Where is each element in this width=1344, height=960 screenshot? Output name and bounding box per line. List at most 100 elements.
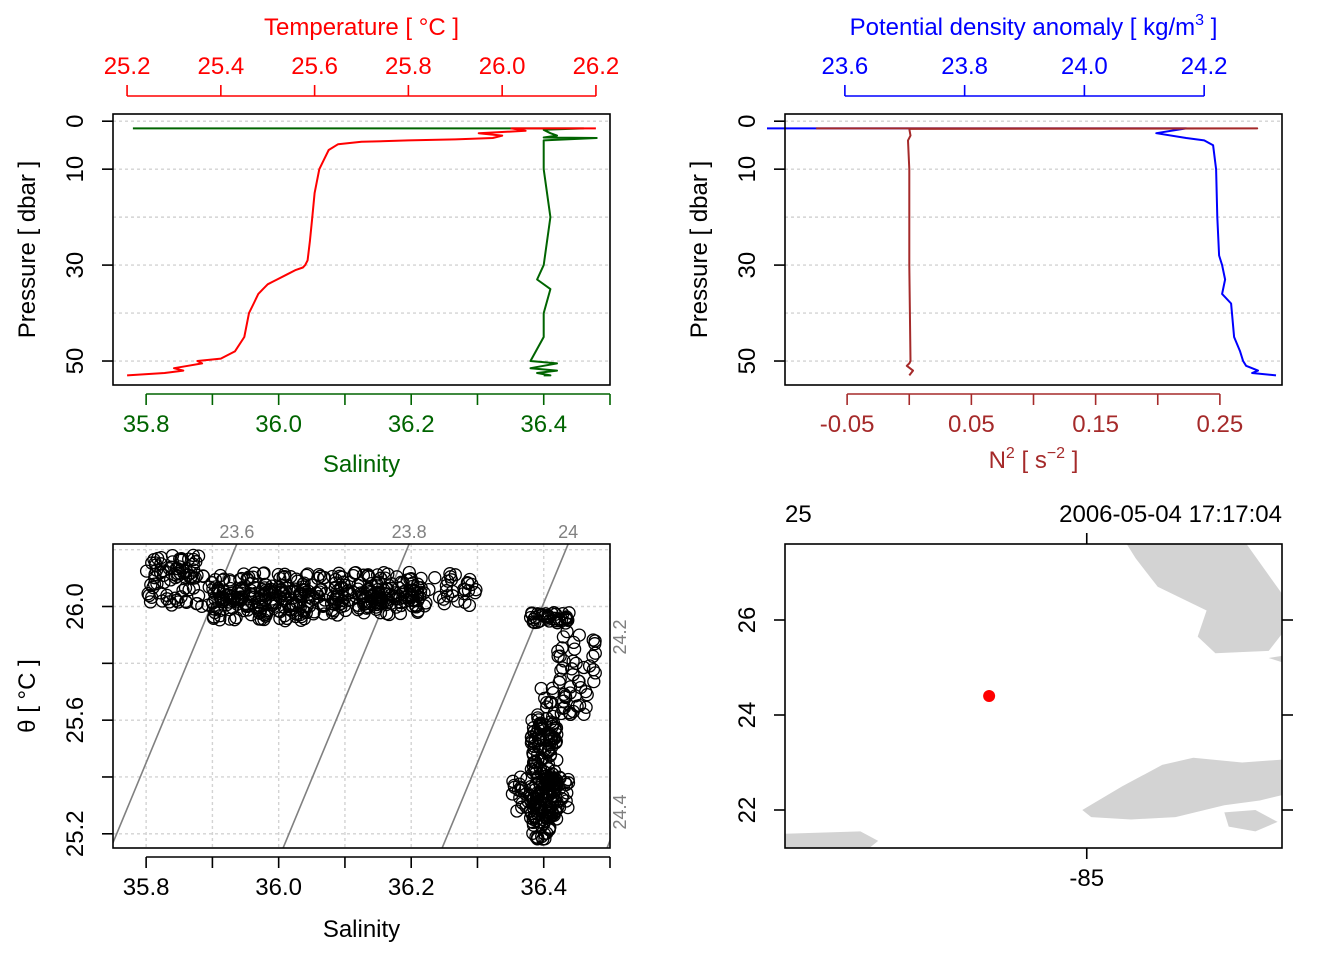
p3-ts-point: [566, 654, 580, 668]
station-marker: [983, 690, 996, 702]
p3-ts-point: [444, 573, 459, 587]
p3-ts-point: [141, 587, 155, 601]
p3-ts-point: [510, 804, 524, 818]
p1-temperature-tick-label: 25.2: [104, 53, 151, 80]
p3-ts-point: [398, 590, 412, 605]
p3-salinity-tick-label: 36.0: [255, 874, 302, 901]
p4-land-isle-of-youth: [1224, 810, 1278, 832]
p3-ts-point: [457, 582, 471, 596]
p3-ts-point: [164, 560, 178, 574]
p4-station-number-label: 25: [785, 501, 812, 528]
p3-ts-point: [252, 612, 266, 626]
p3-ts-point: [290, 606, 305, 620]
p3-ts-point: [385, 581, 399, 596]
p3-ts-point: [174, 553, 188, 567]
p3-ts-point: [436, 592, 451, 606]
p2-n2-label-main: N: [989, 447, 1006, 474]
p3-axis-ticks: 35.8 36.0 36.2 36.4 25.2 25.6 26.0: [62, 583, 611, 901]
p3-ts-point: [404, 571, 418, 586]
p2-pressure-tick-label: 30: [734, 252, 761, 279]
p3-theta-tick-label: 25.6: [62, 697, 89, 744]
p4-land-yucatan: [785, 831, 879, 848]
p3-ts-point: [174, 590, 188, 604]
p3-ts-point: [551, 644, 565, 658]
p1-temperature-line: [127, 127, 596, 377]
p3-ts-point: [341, 584, 355, 598]
p3-ts-point: [530, 615, 545, 629]
p3-ts-point: [559, 794, 573, 808]
p3-isopycnals: [113, 544, 610, 848]
p3-ts-point: [451, 594, 465, 608]
p1-salinity-tick-label: 35.8: [123, 411, 170, 438]
p3-ts-point: [406, 593, 421, 608]
p1-pressure-tick-label: 0: [62, 115, 89, 128]
p3-ts-point: [542, 772, 556, 786]
p3-ts-point: [462, 598, 477, 613]
p3-ts-point: [413, 585, 428, 599]
p4-longitude-tick-label: -85: [1069, 865, 1104, 892]
p3-ts-point: [553, 672, 567, 686]
p2-pressure-tick-label: 50: [734, 348, 761, 375]
p1-axis-ticks: 25.2 25.4 25.6 25.8 26.0 26.2 35.8 36.0 36.2 36.4…: [62, 53, 619, 438]
p3-salinity-tick-label: 36.4: [520, 874, 567, 901]
p3-ts-point: [555, 641, 569, 655]
p3-ts-point: [190, 568, 204, 582]
p2-n2-line: [816, 127, 1259, 377]
p3-ts-point: [560, 624, 574, 639]
p3-theta-axis-label: θ [ °C ]: [14, 659, 41, 733]
p3-ts-point: [549, 721, 564, 735]
p2-n2-tick-label: 0.05: [948, 411, 995, 438]
p1-temperature-tick-label: 26.0: [479, 53, 526, 80]
p3-ts-point: [306, 607, 321, 621]
p3-ts-point: [437, 597, 451, 611]
p3-ts-point: [328, 581, 343, 595]
p2-axis-ticks: 23.6 23.8 24.0 24.2 -0.05 0.05 0.15 0.25 0 10 30 50: [734, 53, 1243, 438]
p1-pressure-tick-label: 30: [62, 252, 89, 279]
p3-ts-point: [527, 742, 541, 756]
p3-ts-point: [414, 581, 428, 595]
p3-isopycnal-labels: 23.6 23.8 24 24.2 24.4: [219, 522, 630, 830]
p2-gridlines: [785, 120, 1282, 362]
p3-ts-point: [530, 830, 545, 844]
p2-frame: [784, 113, 1283, 386]
p3-salinity-axis-label: Salinity: [323, 916, 400, 943]
p3-ts-point: [393, 606, 408, 621]
p3-ts-point: [546, 685, 561, 700]
p3-ts-point: [551, 649, 565, 663]
p3-ts-point: [308, 591, 322, 605]
p4-land-keys: [1268, 655, 1282, 663]
p3-ts-point: [258, 609, 273, 623]
p3-ts-point: [588, 637, 602, 651]
p3-ts-point: [328, 597, 342, 612]
p1-temperature-tick-label: 25.4: [197, 53, 244, 80]
p3-ts-point: [371, 586, 385, 600]
p3-ts-point: [558, 616, 573, 630]
p3-ts-point: [531, 711, 545, 725]
p4-latitude-tick-label: 24: [734, 702, 761, 729]
p3-ts-point: [505, 787, 520, 801]
p1-frame: [112, 113, 611, 386]
p2-n2-label-end: ]: [1065, 447, 1078, 474]
p3-ts-point: [393, 595, 408, 610]
p3-isopycnal-label: 24.2: [610, 619, 630, 654]
p3-ts-point: [223, 573, 237, 587]
p3-ts-point: [348, 566, 362, 580]
p4-latitude-tick-label: 26: [734, 607, 761, 634]
p2-n2-axis-label: N2 [ s−2 ]: [989, 445, 1079, 474]
p3-ts-point: [544, 695, 558, 709]
p3-ts-point: [519, 787, 533, 801]
p3-scatter-points: [139, 548, 602, 846]
p3-ts-point: [262, 587, 276, 601]
p3-ts-point: [546, 709, 560, 724]
p4-timestamp-label: 2006-05-04 17:17:04: [1059, 501, 1282, 528]
p3-ts-point: [272, 580, 286, 595]
p4-axis-ticks: -85-80222426: [734, 533, 1293, 892]
p1-series: [127, 127, 598, 377]
p1-salinity-line: [132, 127, 598, 377]
p3-ts-point: [560, 786, 574, 800]
p3-ts-point: [410, 605, 425, 619]
p2-density-tick-label: 23.6: [822, 53, 869, 80]
p3-ts-point: [370, 568, 385, 582]
p2-n2-label-mid: [ s: [1015, 447, 1047, 474]
p3-ts-point: [582, 659, 597, 673]
